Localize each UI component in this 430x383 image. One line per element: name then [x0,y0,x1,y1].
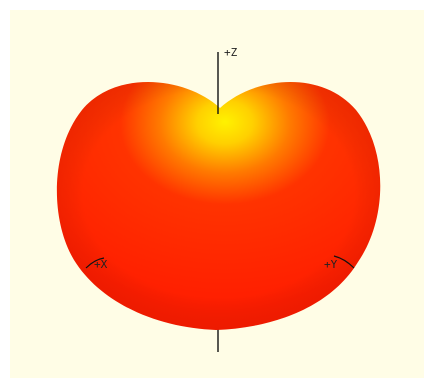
x-axis-label: +X [94,258,108,271]
radiation-pattern-3d: +Z +X +Y [56,46,381,352]
z-axis-label: +Z [224,46,238,59]
x-axis-tick [85,257,105,269]
y-axis-label: +Y [324,258,338,271]
plot-viewport[interactable]: +Z +X +Y [10,10,424,378]
pattern-surface-shading [56,81,381,330]
y-axis-tick [333,255,355,269]
